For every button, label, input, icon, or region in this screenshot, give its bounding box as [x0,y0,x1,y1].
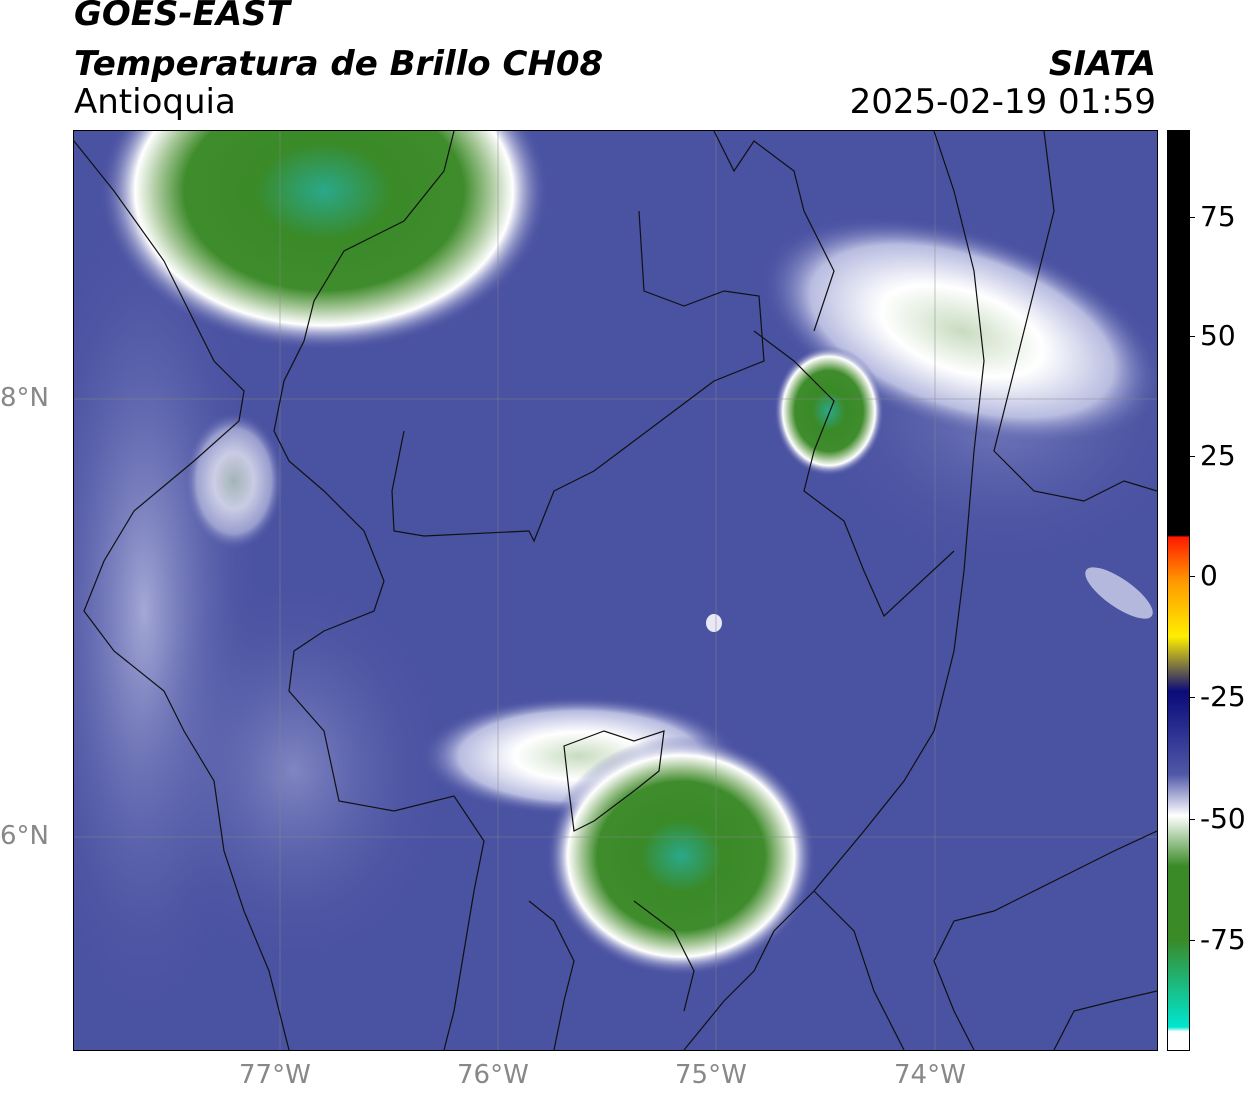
convective-cloud-northeast [774,346,884,476]
colorbar-label-minus75: -75 [1200,923,1246,956]
colorbar-tick [1189,940,1195,941]
satellite-title: GOES-EAST [74,0,290,34]
colorbar-tick [1189,456,1195,457]
timestamp-label: 2025-02-19 01:59 [849,82,1156,122]
colorbar-tick [1189,217,1195,218]
map-canvas [74,131,1157,1050]
product-title: Temperatura de Brillo CH08 [74,44,604,84]
graticule [74,131,1157,1050]
colorbar-tick [1189,819,1195,820]
colorbar-label-minus25: -25 [1200,680,1246,713]
lon-label-77w: 77°W [239,1060,311,1090]
colorbar-label-minus50: -50 [1200,802,1246,835]
lat-label-8n: 8°N [0,383,49,413]
colorbar [1167,130,1190,1051]
lon-label-75w: 75°W [675,1060,747,1090]
colorbar-label-50: 50 [1200,319,1236,352]
lon-label-76w: 76°W [457,1060,529,1090]
colorbar-tick [1189,336,1195,337]
small-cloud-center [706,614,722,632]
small-cloud-west [184,411,284,551]
convective-cloud-south [546,736,816,976]
colorbar-tick [1189,576,1195,577]
small-cloud-east [1085,567,1153,619]
lat-label-6n: 6°N [0,821,49,851]
pale-region-southwest [134,571,454,971]
lon-label-74w: 74°W [894,1060,966,1090]
colorbar-label-0: 0 [1200,559,1218,592]
colorbar-label-25: 25 [1200,439,1236,472]
colorbar-tick [1189,697,1195,698]
convective-cloud-northwest [99,131,549,351]
region-subtitle: Antioquia [74,82,236,122]
organization-label: SIATA [1048,44,1156,84]
colorbar-label-75: 75 [1200,200,1236,233]
brightness-temperature-map [73,130,1158,1051]
boundaries [74,131,1157,1050]
